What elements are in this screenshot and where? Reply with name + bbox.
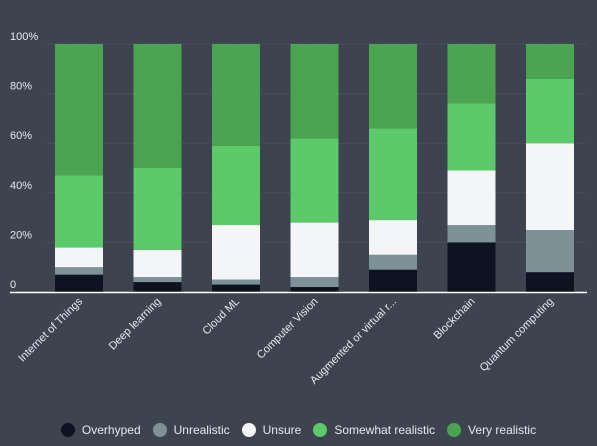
x-tick-label: Cloud ML <box>200 296 242 338</box>
y-tick-label: 0 <box>10 279 16 291</box>
bar-segment[interactable] <box>290 222 339 278</box>
x-tick-label: Deep learning <box>107 296 164 353</box>
y-tick-label: 20% <box>10 229 32 241</box>
x-tick-label: Internet of Things <box>16 295 85 364</box>
x-tick-label: Quantum computing <box>478 296 557 375</box>
bar-segment[interactable] <box>526 78 574 144</box>
bar-segment[interactable] <box>55 175 103 248</box>
bar-segment[interactable] <box>212 284 260 292</box>
bar-segment[interactable] <box>290 287 339 292</box>
legend-label-somewhat-realistic: Somewhat realistic <box>334 423 436 437</box>
bar-segment[interactable] <box>290 138 339 223</box>
bar-segment[interactable] <box>133 44 182 168</box>
bar-segment[interactable] <box>133 282 182 292</box>
legend-item-unrealistic[interactable]: Unrealistic <box>152 423 230 437</box>
legend-label-unrealistic: Unrealistic <box>173 423 230 437</box>
bar-segment[interactable] <box>133 277 182 283</box>
bar-segment[interactable] <box>447 225 496 243</box>
bar-segment[interactable] <box>133 249 182 278</box>
legend-label-overhyped: Overhyped <box>81 423 141 437</box>
legend-item-very-realistic[interactable]: Very realistic <box>447 423 536 437</box>
bar-segment[interactable] <box>447 44 496 104</box>
chart-legend: Overhyped Unrealistic Unsure Somewhat re… <box>0 420 597 440</box>
bar-segment[interactable] <box>369 128 417 221</box>
legend-swatch-unrealistic <box>152 423 167 437</box>
bar-segment[interactable] <box>369 254 417 270</box>
legend-item-somewhat-realistic[interactable]: Somewhat realistic <box>313 423 435 437</box>
legend-label-unsure: Unsure <box>262 423 302 437</box>
bar-segment[interactable] <box>290 277 339 288</box>
x-tick-label: Computer Vision <box>255 296 321 362</box>
bar-segment[interactable] <box>526 272 574 292</box>
bar-segment[interactable] <box>212 225 260 280</box>
bar-segment[interactable] <box>447 170 496 226</box>
legend-swatch-very-realistic <box>447 423 462 437</box>
bar-segment[interactable] <box>55 274 103 292</box>
x-tick-label: Augmented or virtual r... <box>308 296 399 387</box>
legend-swatch-unsure <box>241 423 256 437</box>
y-tick-label: 100% <box>10 31 38 43</box>
bar-segment[interactable] <box>212 279 260 285</box>
legend-swatch-somewhat-realistic <box>313 423 328 437</box>
bar-segment[interactable] <box>133 168 182 250</box>
legend-label-very-realistic: Very realistic <box>468 423 537 437</box>
bar-segment[interactable] <box>55 247 103 268</box>
bar-segment[interactable] <box>212 145 260 226</box>
bar-segment[interactable] <box>369 220 417 255</box>
bar-segment[interactable] <box>369 269 417 292</box>
bar-segment[interactable] <box>290 44 339 139</box>
bar-segment[interactable] <box>447 242 496 292</box>
y-tick-label: 60% <box>10 130 32 142</box>
bar-segment[interactable] <box>526 44 574 79</box>
legend-item-overhyped[interactable]: Overhyped <box>60 423 141 437</box>
bar-segment[interactable] <box>526 230 574 273</box>
bar-segment[interactable] <box>212 44 260 146</box>
legend-swatch-overhyped <box>60 423 75 437</box>
bar-segment[interactable] <box>55 267 103 275</box>
legend-item-unsure[interactable]: Unsure <box>241 423 302 437</box>
bar-segment[interactable] <box>526 143 574 230</box>
bar-segment[interactable] <box>447 103 496 171</box>
bar-segment[interactable] <box>369 44 417 129</box>
y-tick-label: 80% <box>10 81 32 93</box>
bar-segment[interactable] <box>55 44 103 176</box>
x-tick-label: Blockchain <box>432 296 478 342</box>
y-tick-label: 40% <box>10 180 32 192</box>
